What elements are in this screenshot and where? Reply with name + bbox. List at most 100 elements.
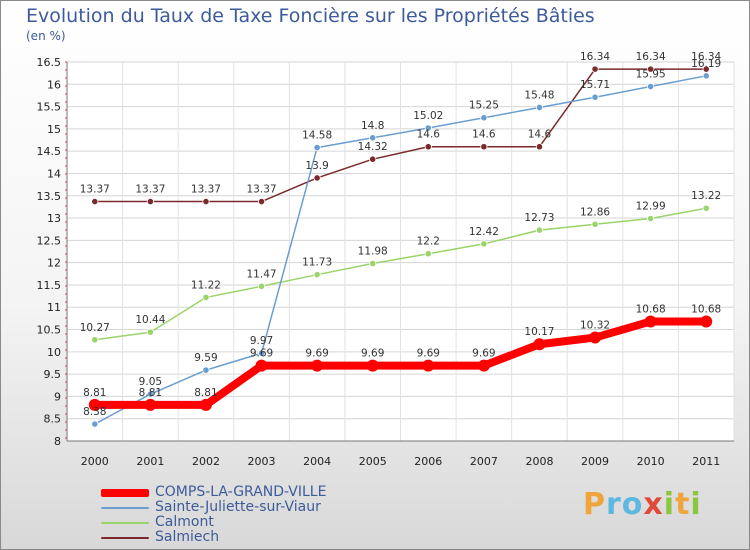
data-label: 16.34 xyxy=(580,51,610,63)
data-label: 10.44 xyxy=(135,314,165,326)
data-label: 16.19 xyxy=(691,58,721,70)
y-tick-label: 10 xyxy=(47,346,61,359)
data-point xyxy=(91,197,99,206)
series-line-1 xyxy=(94,75,707,425)
data-point xyxy=(647,65,655,73)
data-label: 13.9 xyxy=(305,160,328,172)
logo-letter: r xyxy=(606,487,622,522)
data-label: 9.69 xyxy=(472,348,495,360)
y-tick-label: 8.5 xyxy=(44,413,62,426)
y-tick-label: 13.5 xyxy=(37,190,62,203)
x-tick-label: 2008 xyxy=(525,455,553,468)
x-tick-label: 2005 xyxy=(359,455,387,468)
y-tick-label: 14 xyxy=(47,167,61,180)
data-point xyxy=(644,315,657,328)
x-tick-label: 2000 xyxy=(81,455,109,468)
series-line-0 xyxy=(90,317,711,409)
data-label: 13.37 xyxy=(191,184,221,196)
data-label: 9.05 xyxy=(139,376,162,388)
data-point xyxy=(369,155,377,163)
y-tick-label: 11 xyxy=(47,301,61,314)
data-point xyxy=(313,271,321,279)
data-label: 10.68 xyxy=(691,304,721,316)
data-label: 12.2 xyxy=(417,236,440,248)
data-point xyxy=(311,359,324,372)
data-label: 10.68 xyxy=(636,304,666,316)
legend-label: Sainte-Juliette-sur-Viaur xyxy=(155,499,321,515)
series-line-2 xyxy=(94,207,707,341)
data-point xyxy=(91,336,99,344)
data-label: 9.97 xyxy=(250,335,273,347)
x-tick-label: 2006 xyxy=(414,455,442,468)
data-point xyxy=(255,359,268,372)
data-label: 11.22 xyxy=(191,279,221,291)
data-label: 11.73 xyxy=(302,257,332,269)
logo-letter: P xyxy=(583,487,606,522)
data-label: 9.69 xyxy=(250,348,273,360)
data-point xyxy=(591,65,599,73)
data-point xyxy=(199,398,212,411)
data-point xyxy=(424,143,432,151)
data-label: 11.47 xyxy=(247,268,277,280)
y-tick-label: 12.5 xyxy=(37,234,62,247)
data-point xyxy=(589,331,602,344)
data-point xyxy=(480,114,488,122)
data-label: 13.37 xyxy=(80,184,110,196)
data-point xyxy=(366,359,379,372)
data-label: 8.38 xyxy=(83,406,106,418)
y-tick-label: 16.5 xyxy=(37,56,62,69)
data-point xyxy=(202,293,210,302)
legend: COMPS-LA-GRAND-VILLE Sainte-Juliette-sur-… xyxy=(101,485,326,545)
y-tick-label: 16 xyxy=(47,78,61,91)
data-label: 12.42 xyxy=(469,226,499,238)
x-tick-label: 2003 xyxy=(248,455,276,468)
legend-swatch xyxy=(101,489,149,497)
x-tick-label: 2004 xyxy=(303,455,331,468)
legend-label: Calmont xyxy=(155,514,214,530)
data-label: 14.6 xyxy=(472,129,496,141)
y-unit-label: (en %) xyxy=(26,29,66,43)
data-label: 8.81 xyxy=(194,387,217,399)
logo-letter: i xyxy=(663,487,676,522)
legend-item: Salmiech xyxy=(101,530,326,545)
legend-label: COMPS-LA-GRAND-VILLE xyxy=(155,484,327,500)
x-tick-label: 2001 xyxy=(136,455,164,468)
data-point xyxy=(535,103,544,112)
y-tick-label: 12 xyxy=(47,257,61,270)
legend-item: COMPS-LA-GRAND-VILLE xyxy=(101,485,326,500)
legend-label: Salmiech xyxy=(155,529,220,545)
data-label: 9.69 xyxy=(417,348,440,360)
logo-letter: x xyxy=(643,487,664,522)
data-point xyxy=(88,398,101,411)
legend-item: Sainte-Juliette-sur-Viaur xyxy=(101,500,326,515)
data-point xyxy=(313,174,321,182)
data-point xyxy=(202,366,210,374)
data-point xyxy=(422,359,435,372)
data-point xyxy=(369,134,377,142)
data-label: 14.6 xyxy=(528,129,552,141)
x-tick-label: 2002 xyxy=(192,455,220,468)
data-label: 10.17 xyxy=(524,326,554,338)
data-label: 15.02 xyxy=(413,110,443,122)
data-label: 15.95 xyxy=(636,69,666,81)
data-point xyxy=(257,197,266,206)
data-label: 12.73 xyxy=(524,212,554,224)
data-point xyxy=(146,328,154,336)
data-label: 15.48 xyxy=(524,89,554,101)
data-point xyxy=(591,93,599,101)
data-point xyxy=(91,420,99,428)
data-point xyxy=(647,82,655,91)
data-point xyxy=(424,124,432,132)
data-point xyxy=(591,220,599,228)
data-label: 15.71 xyxy=(580,79,610,91)
data-point xyxy=(480,143,488,151)
data-label: 14.32 xyxy=(358,141,388,153)
data-point xyxy=(700,315,713,328)
logo-letter: o xyxy=(621,487,644,522)
x-tick-label: 2011 xyxy=(692,455,720,468)
legend-item: Calmont xyxy=(101,515,326,530)
y-tick-label: 9.5 xyxy=(44,368,62,381)
data-point xyxy=(480,240,488,248)
y-tick-label: 15 xyxy=(47,123,61,136)
